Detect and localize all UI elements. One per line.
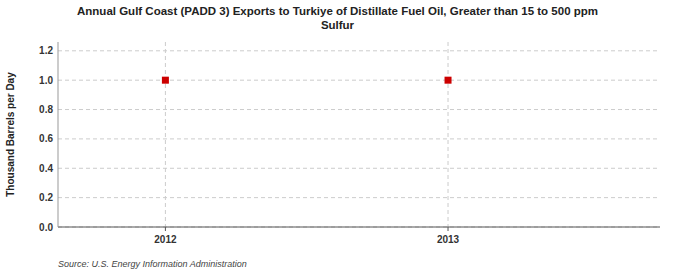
point — [445, 77, 452, 84]
chart: Annual Gulf Coast (PADD 3) Exports to Tu… — [0, 0, 675, 275]
y-tick-label: 0.0 — [39, 222, 53, 233]
x-tick-label: 2012 — [154, 234, 177, 245]
y-grid-line — [58, 138, 660, 139]
y-tick-label: 0.6 — [39, 133, 53, 144]
y-tick-label: 0.4 — [39, 163, 53, 174]
x-tick — [448, 227, 449, 231]
y-grid-line — [58, 50, 660, 51]
x-axis-line — [58, 227, 660, 228]
y-tick-label: 1.2 — [39, 45, 53, 56]
y-tick-label: 1.0 — [39, 75, 53, 86]
y-grid-line — [58, 109, 660, 110]
y-tick-label: 0.2 — [39, 192, 53, 203]
y-axis-label: Thousand Barrels per Day — [5, 72, 16, 197]
y-tick-label: 0.8 — [39, 104, 53, 115]
title: Annual Gulf Coast (PADD 3) Exports to Tu… — [77, 5, 598, 31]
x-tick — [165, 227, 166, 231]
grid — [58, 42, 660, 227]
point — [162, 77, 169, 84]
title-line: Sulfur — [321, 19, 355, 31]
points — [162, 77, 452, 84]
x-tick-label: 2013 — [437, 234, 460, 245]
x-grid-line — [448, 42, 449, 227]
title-line: Annual Gulf Coast (PADD 3) Exports to Tu… — [77, 5, 598, 17]
y-grid-line — [58, 168, 660, 169]
y-grid-line — [58, 227, 660, 228]
y-grid-line — [58, 80, 660, 81]
y-grid-line — [58, 197, 660, 198]
source-note: Source: U.S. Energy Information Administ… — [58, 259, 247, 269]
y-axis-line — [58, 42, 59, 227]
x-grid-line — [165, 42, 166, 227]
